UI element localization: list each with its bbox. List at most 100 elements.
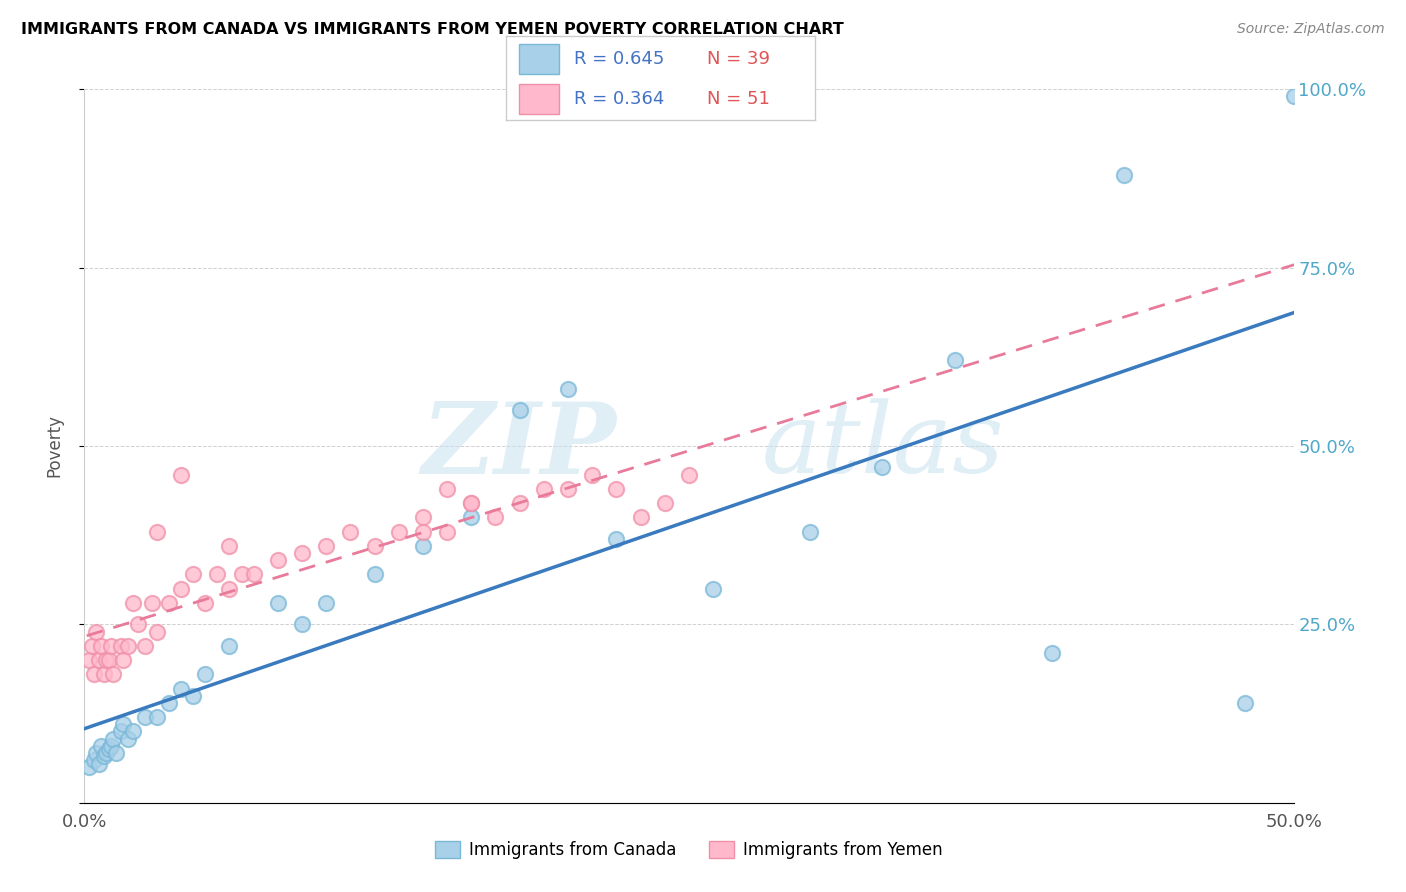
Point xyxy=(112,717,135,731)
Point xyxy=(412,539,434,553)
Point xyxy=(93,667,115,681)
Point xyxy=(100,739,122,753)
Point xyxy=(484,510,506,524)
Point xyxy=(146,524,169,539)
Point xyxy=(412,510,434,524)
Point xyxy=(509,403,531,417)
Point xyxy=(146,710,169,724)
Point xyxy=(218,639,240,653)
Point xyxy=(557,482,579,496)
Point xyxy=(83,753,105,767)
Point xyxy=(170,681,193,696)
Point xyxy=(943,353,966,368)
Point xyxy=(80,639,103,653)
Text: R = 0.364: R = 0.364 xyxy=(574,90,665,108)
Point xyxy=(509,496,531,510)
Text: ZIP: ZIP xyxy=(422,398,616,494)
Point xyxy=(315,596,337,610)
Point xyxy=(231,567,253,582)
Point xyxy=(630,510,652,524)
Point xyxy=(267,553,290,567)
Text: N = 51: N = 51 xyxy=(707,90,770,108)
Point xyxy=(363,539,385,553)
Point xyxy=(77,760,100,774)
Point xyxy=(339,524,361,539)
Point xyxy=(872,460,894,475)
Point xyxy=(103,667,125,681)
Point xyxy=(460,510,482,524)
Point xyxy=(117,639,139,653)
Point xyxy=(83,667,105,681)
Point xyxy=(207,567,229,582)
Point xyxy=(94,746,117,760)
Point xyxy=(110,639,132,653)
Point xyxy=(86,746,108,760)
Point xyxy=(1282,89,1305,103)
Point xyxy=(87,653,110,667)
FancyBboxPatch shape xyxy=(519,84,558,113)
Point xyxy=(100,639,122,653)
Text: IMMIGRANTS FROM CANADA VS IMMIGRANTS FROM YEMEN POVERTY CORRELATION CHART: IMMIGRANTS FROM CANADA VS IMMIGRANTS FRO… xyxy=(21,22,844,37)
Point xyxy=(103,731,125,746)
Point xyxy=(93,749,115,764)
Point xyxy=(146,624,169,639)
Point xyxy=(110,724,132,739)
Text: R = 0.645: R = 0.645 xyxy=(574,51,665,69)
Point xyxy=(654,496,676,510)
Point xyxy=(291,546,314,560)
Point xyxy=(157,696,180,710)
Point xyxy=(242,567,264,582)
Point xyxy=(412,524,434,539)
Point xyxy=(157,596,180,610)
Point xyxy=(77,653,100,667)
Point xyxy=(121,596,143,610)
Point xyxy=(460,496,482,510)
Point xyxy=(678,467,700,482)
Point xyxy=(218,539,240,553)
Point xyxy=(1114,168,1136,182)
Point xyxy=(90,739,112,753)
Point xyxy=(388,524,411,539)
Point xyxy=(267,596,290,610)
Point xyxy=(1234,696,1257,710)
Point xyxy=(112,653,135,667)
Point xyxy=(1040,646,1063,660)
Point xyxy=(134,639,156,653)
Y-axis label: Poverty: Poverty xyxy=(45,415,63,477)
Point xyxy=(117,731,139,746)
Point xyxy=(605,532,627,546)
Legend: Immigrants from Canada, Immigrants from Yemen: Immigrants from Canada, Immigrants from … xyxy=(429,834,949,866)
Point xyxy=(97,742,120,756)
Point xyxy=(460,496,482,510)
Point xyxy=(86,624,108,639)
Point xyxy=(291,617,314,632)
Point xyxy=(104,746,127,760)
Point xyxy=(97,653,120,667)
Point xyxy=(90,639,112,653)
Point xyxy=(194,667,217,681)
Point xyxy=(436,482,458,496)
Point xyxy=(436,524,458,539)
Text: N = 39: N = 39 xyxy=(707,51,770,69)
Text: atlas: atlas xyxy=(762,399,1004,493)
Point xyxy=(134,710,156,724)
Point xyxy=(218,582,240,596)
Point xyxy=(799,524,821,539)
Point xyxy=(315,539,337,553)
Point xyxy=(557,382,579,396)
Point xyxy=(581,467,603,482)
Point xyxy=(702,582,724,596)
Point xyxy=(194,596,217,610)
Point xyxy=(87,756,110,771)
Point xyxy=(533,482,555,496)
Point xyxy=(170,467,193,482)
Point xyxy=(121,724,143,739)
Point xyxy=(170,582,193,596)
Point xyxy=(363,567,385,582)
Point xyxy=(127,617,149,632)
Point xyxy=(181,689,204,703)
Point xyxy=(141,596,163,610)
Point xyxy=(94,653,117,667)
FancyBboxPatch shape xyxy=(519,44,558,74)
Point xyxy=(605,482,627,496)
